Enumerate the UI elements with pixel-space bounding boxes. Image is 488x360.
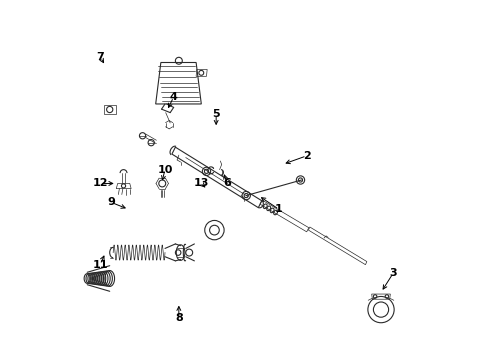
Text: 12: 12: [92, 179, 107, 188]
Text: 7: 7: [96, 52, 104, 62]
Text: 10: 10: [157, 165, 172, 175]
Text: 13: 13: [193, 179, 208, 188]
Text: 9: 9: [107, 198, 115, 207]
Text: 8: 8: [175, 313, 183, 323]
Text: 1: 1: [275, 204, 283, 214]
Text: 5: 5: [212, 109, 220, 119]
Text: 11: 11: [92, 260, 107, 270]
Text: 3: 3: [388, 268, 396, 278]
Text: 6: 6: [223, 179, 231, 188]
Text: 4: 4: [169, 92, 177, 102]
Text: 2: 2: [302, 151, 310, 161]
